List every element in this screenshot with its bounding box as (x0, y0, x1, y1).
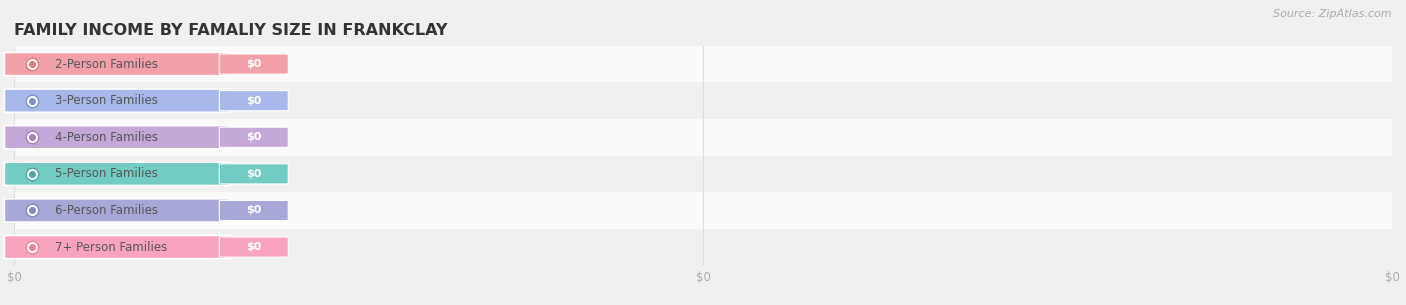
Text: $0: $0 (246, 132, 262, 142)
Bar (14, 119, 1392, 156)
Text: 5-Person Families: 5-Person Families (55, 167, 159, 180)
FancyBboxPatch shape (219, 54, 288, 74)
FancyBboxPatch shape (219, 237, 288, 257)
Text: 2-Person Families: 2-Person Families (55, 58, 159, 70)
Text: FAMILY INCOME BY FAMALIY SIZE IN FRANKCLAY: FAMILY INCOME BY FAMALIY SIZE IN FRANKCL… (14, 23, 447, 38)
FancyBboxPatch shape (4, 89, 231, 112)
Text: 3-Person Families: 3-Person Families (55, 94, 159, 107)
FancyBboxPatch shape (219, 127, 288, 147)
Bar (14, 82, 1392, 119)
Bar (14, 192, 1392, 229)
FancyBboxPatch shape (219, 200, 288, 221)
Bar (14, 229, 1392, 265)
Text: 4-Person Families: 4-Person Families (55, 131, 159, 144)
FancyBboxPatch shape (4, 52, 231, 76)
FancyBboxPatch shape (4, 199, 231, 222)
Text: $0: $0 (246, 59, 262, 69)
FancyBboxPatch shape (4, 235, 231, 259)
Text: 6-Person Families: 6-Person Families (55, 204, 159, 217)
Text: $0: $0 (246, 242, 262, 252)
FancyBboxPatch shape (4, 162, 231, 185)
Text: $0: $0 (246, 96, 262, 106)
Text: 7+ Person Families: 7+ Person Families (55, 241, 167, 253)
Text: Source: ZipAtlas.com: Source: ZipAtlas.com (1274, 9, 1392, 19)
Bar (14, 156, 1392, 192)
FancyBboxPatch shape (219, 164, 288, 184)
FancyBboxPatch shape (4, 126, 231, 149)
Text: $0: $0 (246, 206, 262, 215)
FancyBboxPatch shape (219, 91, 288, 111)
Bar (14, 46, 1392, 82)
Text: $0: $0 (246, 169, 262, 179)
